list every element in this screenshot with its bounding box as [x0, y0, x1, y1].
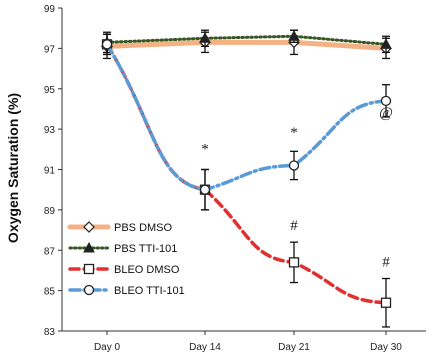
series-bleo-tti-101 — [101, 33, 392, 211]
data-point-marker — [380, 297, 392, 308]
legend-item: BLEO DMSO — [68, 263, 180, 276]
significance-annotation: * — [201, 141, 209, 157]
data-point-marker — [199, 184, 211, 195]
data-point-marker — [288, 257, 300, 268]
data-point-marker — [83, 284, 95, 296]
y-axis-title: Oxygen Saturation (%) — [5, 93, 21, 243]
series-pbs-tti-101 — [101, 29, 392, 54]
legend-label: BLEO DMSO — [114, 264, 180, 276]
y-tick-label: 93 — [44, 125, 56, 136]
y-tick-label: 95 — [44, 85, 56, 96]
y-tick-label: 87 — [44, 246, 56, 257]
data-point-marker — [83, 263, 95, 275]
axes: 83 85 87 89 91 93 95 97 99 Day 0 Day 14 Day 21 Day 3… — [44, 4, 426, 353]
significance-annotation: # — [290, 218, 298, 234]
significance-annotation: @ — [379, 105, 393, 121]
legend: PBS DMSO PBS TTI-101 BLEO DMSO BLEO TTI-101 — [67, 221, 185, 297]
x-tick-label: Day 30 — [370, 342, 402, 353]
legend-label: BLEO TTI-101 — [114, 285, 185, 297]
data-point-marker — [288, 30, 300, 41]
legend-label: PBS DMSO — [114, 222, 173, 234]
data-point-marker — [199, 32, 211, 43]
y-tick-label: 99 — [44, 4, 56, 15]
significance-annotation: * — [290, 125, 298, 141]
legend-item: PBS TTI-101 — [68, 241, 177, 255]
legend-item: BLEO TTI-101 — [68, 284, 185, 297]
data-point-marker — [83, 221, 95, 233]
significance-annotation: # — [382, 254, 390, 270]
legend-item: PBS DMSO — [67, 221, 173, 234]
series-layer — [101, 29, 392, 328]
x-tick-label: Day 14 — [189, 342, 221, 353]
data-point-marker — [380, 95, 392, 107]
series-line — [105, 42, 388, 192]
x-tick-label: Day 21 — [278, 342, 310, 353]
series-line — [104, 39, 389, 51]
annotations: * * # @ # — [201, 105, 393, 270]
y-tick-label: 85 — [44, 287, 56, 298]
x-tick-label: Day 0 — [94, 342, 121, 353]
series-pbs-dmso — [101, 29, 392, 60]
data-point-marker — [380, 38, 392, 49]
data-point-marker — [101, 39, 113, 50]
legend-label: PBS TTI-101 — [114, 243, 177, 255]
data-point-marker — [288, 160, 300, 171]
y-tick-label: 97 — [44, 44, 56, 55]
y-tick-label: 89 — [44, 206, 56, 217]
data-point-marker — [83, 241, 95, 253]
y-tick-label: 83 — [44, 327, 56, 338]
series-bleo-dmso — [101, 33, 392, 328]
y-tick-label: 91 — [44, 166, 56, 177]
series-line — [105, 34, 388, 46]
